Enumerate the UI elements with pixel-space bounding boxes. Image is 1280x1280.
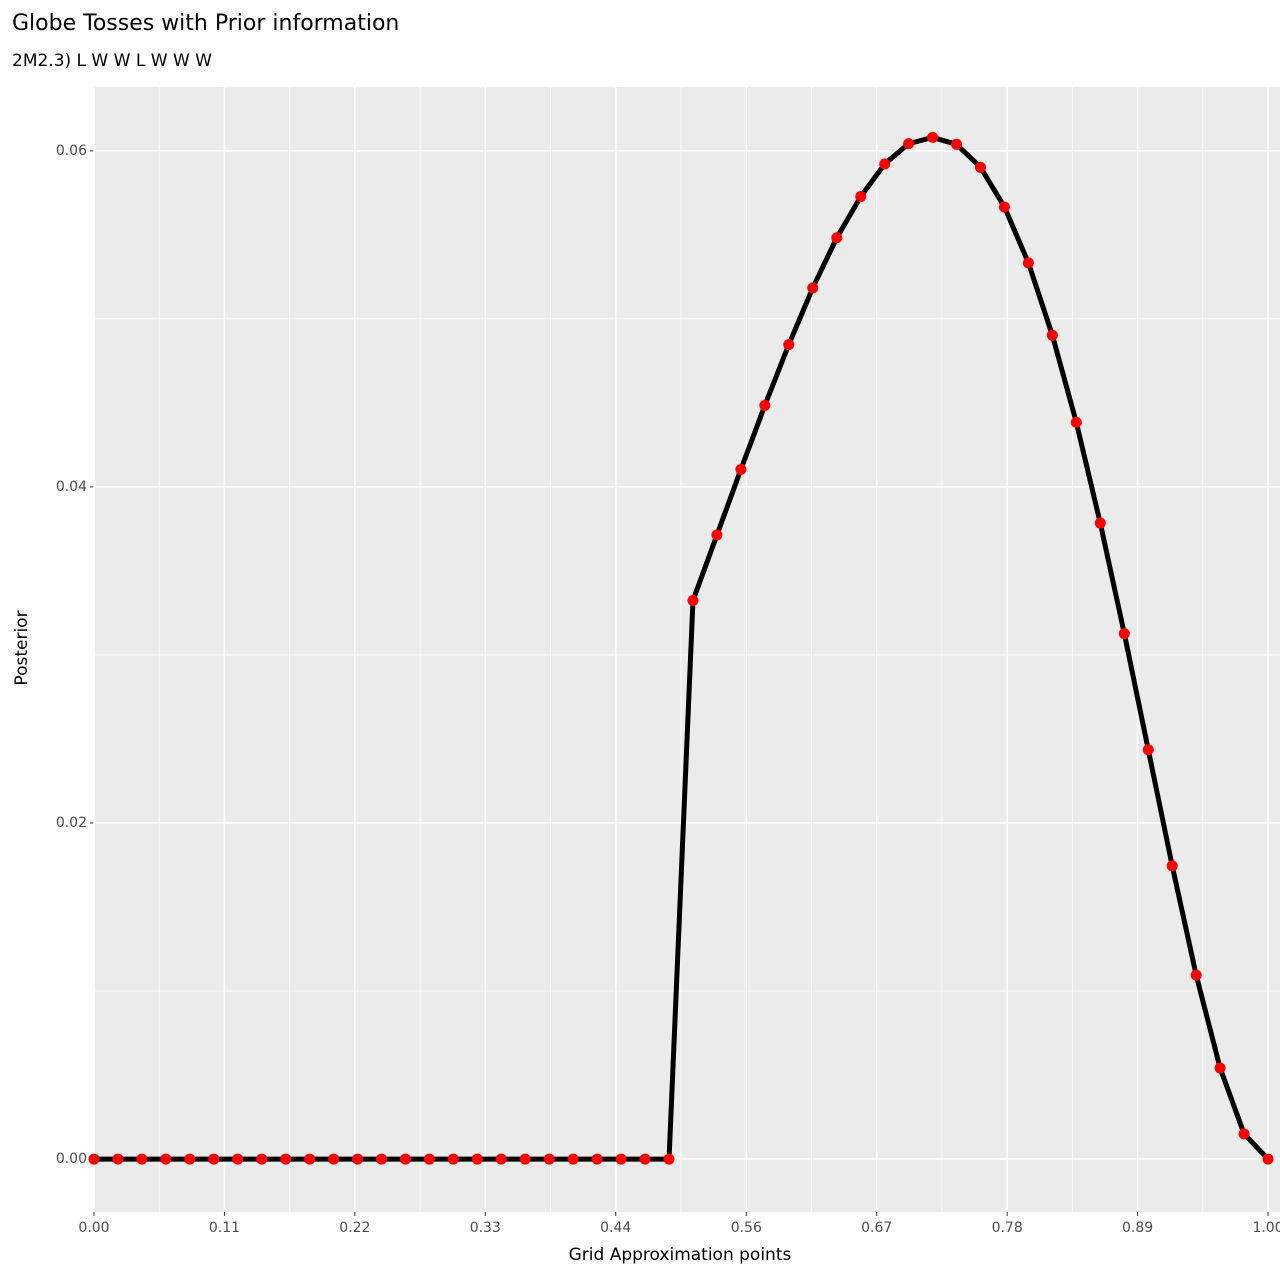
chart-title: Globe Tosses with Prior information xyxy=(12,11,399,36)
point xyxy=(711,529,723,541)
point xyxy=(879,158,891,170)
point xyxy=(399,1153,411,1165)
point xyxy=(615,1153,627,1165)
point xyxy=(1142,744,1154,756)
x-tick-label: 0.67 xyxy=(861,1220,892,1236)
point xyxy=(184,1153,196,1165)
panel xyxy=(94,87,1280,1212)
point xyxy=(543,1153,555,1165)
y-tick-label: 0.04 xyxy=(56,479,87,495)
chart-subtitle: 2M2.3) L W W L W W W xyxy=(12,51,212,71)
point xyxy=(975,161,987,173)
point xyxy=(663,1153,675,1165)
point xyxy=(256,1153,268,1165)
point xyxy=(304,1153,316,1165)
point xyxy=(160,1153,172,1165)
x-tick-label: 0.89 xyxy=(1122,1220,1153,1236)
point xyxy=(687,595,699,607)
x-tick-label: 0.22 xyxy=(339,1220,370,1236)
x-tick-label: 0.00 xyxy=(78,1220,109,1236)
x-tick-label: 0.44 xyxy=(600,1220,631,1236)
point xyxy=(759,399,771,411)
x-tick-label: 0.33 xyxy=(470,1220,501,1236)
point xyxy=(1046,329,1058,341)
x-tick-label: 0.11 xyxy=(209,1220,240,1236)
point xyxy=(855,191,867,203)
point xyxy=(1022,257,1034,269)
point xyxy=(447,1153,459,1165)
point xyxy=(352,1153,364,1165)
x-tick-label: 1.00 xyxy=(1252,1220,1280,1236)
point xyxy=(639,1153,651,1165)
point xyxy=(88,1153,100,1165)
point xyxy=(927,131,939,143)
point xyxy=(423,1153,435,1165)
point xyxy=(136,1153,148,1165)
point xyxy=(807,282,819,294)
point xyxy=(903,138,915,150)
y-axis-title: Posterior xyxy=(12,610,32,685)
point xyxy=(112,1153,124,1165)
point xyxy=(998,201,1010,213)
point xyxy=(1118,628,1130,640)
point xyxy=(1214,1062,1226,1074)
x-axis-title: Grid Approximation points xyxy=(569,1245,792,1265)
point xyxy=(783,339,795,351)
point xyxy=(591,1153,603,1165)
point xyxy=(735,463,747,475)
point xyxy=(208,1153,220,1165)
point xyxy=(1238,1128,1250,1140)
point xyxy=(951,138,963,150)
point xyxy=(831,232,843,244)
x-tick-label: 0.78 xyxy=(992,1220,1023,1236)
point xyxy=(567,1153,579,1165)
point xyxy=(232,1153,244,1165)
point xyxy=(328,1153,340,1165)
point xyxy=(280,1153,292,1165)
point xyxy=(1262,1153,1274,1165)
y-tick-label: 0.06 xyxy=(56,143,87,159)
point xyxy=(471,1153,483,1165)
y-tick-label: 0.00 xyxy=(56,1151,87,1167)
point xyxy=(376,1153,388,1165)
y-tick-label: 0.02 xyxy=(56,815,87,831)
point xyxy=(1190,969,1202,981)
x-tick-label: 0.56 xyxy=(731,1220,762,1236)
point xyxy=(495,1153,507,1165)
point xyxy=(519,1153,531,1165)
point xyxy=(1070,416,1082,428)
point xyxy=(1166,860,1178,872)
point xyxy=(1094,517,1106,529)
